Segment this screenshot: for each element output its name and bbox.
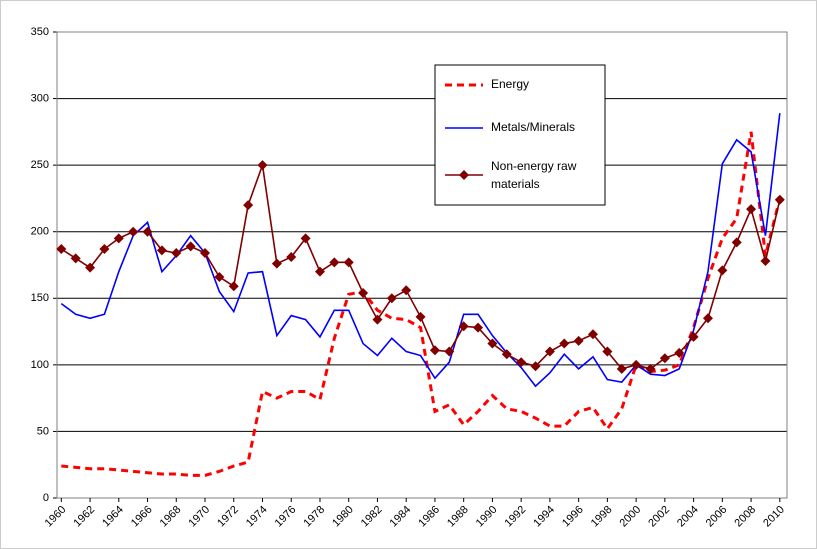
data-point — [329, 257, 340, 268]
y-tick-label: 100 — [31, 359, 49, 371]
data-point — [142, 226, 153, 237]
data-point — [56, 244, 67, 255]
data-point — [257, 160, 268, 171]
data-point — [228, 281, 239, 292]
y-tick-label: 300 — [31, 92, 49, 104]
data-point — [473, 322, 484, 333]
y-tick-label: 0 — [43, 492, 49, 504]
data-point — [702, 313, 713, 324]
data-point — [659, 353, 670, 364]
legend-label-line: materials — [491, 177, 540, 191]
data-point — [717, 265, 728, 276]
data-point — [530, 361, 541, 372]
data-point — [401, 285, 412, 296]
data-point — [688, 331, 699, 342]
y-tick-label: 350 — [31, 26, 49, 38]
legend-label: Non-energy raw materials — [491, 159, 580, 191]
legend-label: Metals/Minerals — [491, 120, 575, 134]
legend-label-line: Non-energy raw — [491, 159, 580, 173]
data-point — [501, 349, 512, 360]
data-point — [372, 314, 383, 325]
data-point — [731, 237, 742, 248]
data-point — [746, 204, 757, 215]
plot-frame — [56, 31, 788, 499]
data-point — [343, 257, 354, 268]
data-point — [286, 252, 297, 263]
data-point — [70, 253, 81, 264]
data-point — [386, 293, 397, 304]
data-point — [429, 345, 440, 356]
data-point — [559, 338, 570, 349]
data-point — [185, 241, 196, 252]
data-point — [99, 244, 110, 255]
data-point — [573, 335, 584, 346]
data-point — [358, 287, 369, 298]
data-point — [128, 226, 139, 237]
data-point — [458, 321, 469, 332]
data-point — [300, 233, 311, 244]
data-point — [314, 266, 325, 277]
data-point — [85, 262, 96, 273]
y-tick-label: 150 — [31, 292, 49, 304]
data-point — [271, 258, 282, 269]
data-point — [243, 200, 254, 211]
series-line — [61, 131, 782, 477]
data-point — [444, 346, 455, 357]
y-tick-label: 250 — [31, 159, 49, 171]
data-point — [516, 357, 527, 368]
series-line — [60, 113, 781, 388]
data-point — [171, 248, 182, 259]
legend-box — [434, 64, 606, 206]
data-point — [631, 359, 642, 370]
y-tick-label: 50 — [37, 425, 49, 437]
data-point — [544, 346, 555, 357]
data-point — [602, 346, 613, 357]
legend-marker — [459, 170, 469, 180]
data-point — [214, 271, 225, 282]
data-point — [616, 363, 627, 374]
data-point — [588, 329, 599, 340]
data-point — [674, 347, 685, 358]
data-point — [156, 245, 167, 256]
data-point — [113, 233, 124, 244]
data-point — [774, 194, 785, 205]
data-point — [200, 248, 211, 259]
data-point — [415, 311, 426, 322]
data-point — [645, 363, 656, 374]
data-point — [487, 338, 498, 349]
data-point — [760, 256, 771, 267]
y-tick-label: 200 — [31, 226, 49, 238]
legend-label: Energy — [491, 77, 529, 91]
